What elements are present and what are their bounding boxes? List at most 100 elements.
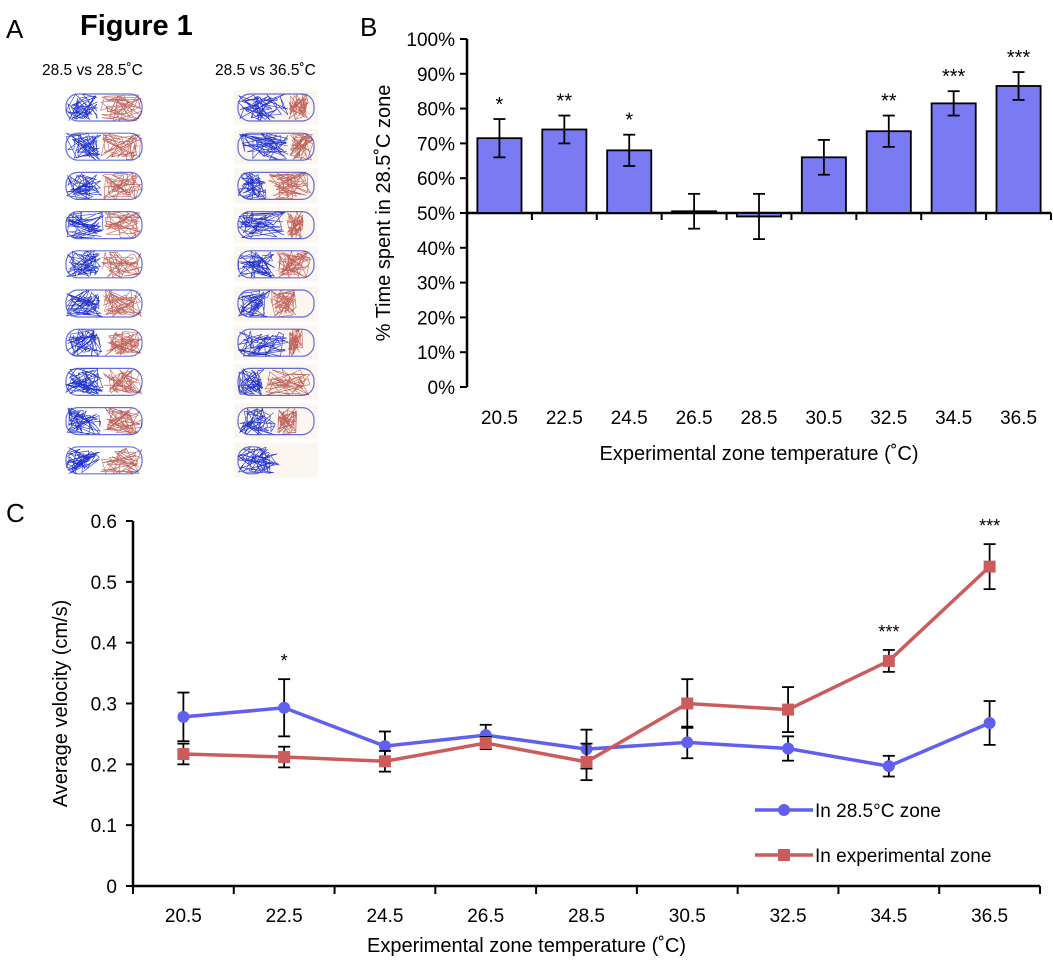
experimental-zone-trace (276, 250, 312, 279)
track-plot (234, 442, 318, 478)
y-tick-label: 40% (417, 239, 455, 260)
x-tick-label: 26.5 (676, 408, 713, 429)
y-tick-label: 100% (406, 30, 455, 51)
x-tick-label: 32.5 (870, 408, 907, 429)
control-zone-trace (65, 93, 99, 122)
track-plot (65, 367, 143, 396)
experimental-zone-trace (289, 133, 314, 161)
panel-a-letter: A (6, 14, 24, 44)
arena-outline (237, 171, 315, 201)
arena-outline (237, 93, 315, 122)
data-point (278, 751, 291, 764)
experimental-zone-trace (104, 211, 142, 239)
panel-a-column-label-experimental: 28.5 vs 36.5˚C (215, 62, 316, 79)
control-zone-trace (66, 407, 102, 435)
data-point (882, 760, 895, 773)
arena-outline (237, 407, 315, 436)
data-point (782, 742, 795, 755)
panel-a-track-plots (65, 90, 318, 478)
data-point (882, 654, 895, 667)
y-tick-label: 0.4 (91, 634, 118, 655)
track-plot (65, 132, 143, 161)
y-axis-title: % Time spent in 28.5˚C zone (373, 85, 395, 342)
y-tick-label: 0.5 (91, 573, 117, 594)
y-tick-label: 90% (417, 65, 455, 86)
bar (930, 102, 977, 214)
experimental-zone-trace (268, 172, 312, 200)
track-plot (65, 250, 143, 279)
experimental-zone-trace (105, 330, 142, 356)
y-tick-label: 20% (417, 308, 455, 329)
y-tick-label: 30% (417, 274, 455, 295)
panel-c-line-chart: 0 0.1 0.2 0.3 0.4 0.5 0.6 20.5 22.5 24.5 26.5 28.5 3… (50, 512, 1041, 957)
track-plot (65, 93, 143, 122)
control-zone-trace (65, 133, 102, 161)
x-tick-label: 20.5 (165, 906, 202, 927)
x-tick-label: 32.5 (770, 906, 807, 927)
control-zone-trace (66, 328, 103, 357)
y-tick-label: 80% (417, 100, 455, 121)
x-tick-label: 28.5 (568, 906, 605, 927)
significance-marker: *** (1007, 47, 1031, 69)
track-plot (65, 446, 143, 475)
arena-outline (65, 171, 143, 201)
experimental-zone-trace (100, 94, 143, 122)
x-tick-label: 30.5 (805, 408, 842, 429)
control-zone-trace (65, 172, 103, 200)
track-plot (65, 171, 143, 201)
track-plot (65, 210, 143, 240)
x-tick-label: 36.5 (971, 906, 1008, 927)
y-tick-label: 70% (417, 134, 455, 155)
control-zone-trace (237, 211, 286, 239)
arena-outline (65, 328, 143, 357)
y-tick-label: 10% (417, 343, 455, 364)
significance-marker: * (496, 94, 504, 116)
x-axis-title: Experimental zone temperature (˚C) (367, 935, 686, 957)
x-tick-label: 28.5 (741, 408, 778, 429)
arena-outline (65, 93, 143, 122)
experimental-zone-trace (100, 133, 143, 161)
y-tick-label: 50% (417, 204, 455, 225)
control-zone-trace (66, 447, 101, 475)
control-zone-trace (66, 211, 104, 239)
x-tick-label: 30.5 (669, 906, 706, 927)
x-tick-label: 26.5 (467, 906, 504, 927)
data-point (479, 737, 492, 750)
significance-marker: * (281, 651, 288, 671)
x-tick-label: 34.5 (870, 906, 907, 927)
experimental-zone-trace (277, 407, 298, 436)
track-plot (234, 129, 318, 165)
control-zone-trace (66, 250, 102, 277)
x-tick-label: 20.5 (481, 408, 518, 429)
control-zone-trace (237, 367, 265, 396)
y-axis-title: Average velocity (cm/s) (50, 600, 72, 807)
arena-outline (65, 407, 143, 436)
panel-b-bar-chart: 0%10%20%30%40%50%60%70%80%90%100%*20.5**… (373, 30, 1052, 465)
experimental-zone-trace (100, 447, 143, 474)
arena-outline (237, 132, 315, 161)
legend-marker-experimental (778, 849, 790, 861)
arena-outline (237, 446, 267, 475)
experimental-zone-trace (102, 368, 143, 394)
experimental-zone-trace (288, 92, 310, 121)
track-plot (234, 246, 318, 282)
data-point (782, 703, 795, 716)
track-plot (65, 407, 143, 436)
significance-marker: ** (557, 91, 573, 113)
data-point (580, 755, 593, 768)
panel-a-column-label-control: 28.5 vs 28.5˚C (42, 62, 143, 79)
track-plot (234, 90, 318, 125)
experimental-zone-trace (101, 251, 142, 278)
experimental-zone-trace (101, 172, 143, 200)
control-zone-trace (239, 407, 276, 435)
figure-title: Figure 1 (80, 10, 193, 42)
arena-outline (237, 328, 315, 357)
track-plot (65, 289, 143, 318)
track-plot (234, 325, 318, 361)
data-point (177, 747, 190, 760)
x-tick-label: 34.5 (935, 408, 972, 429)
y-tick-label: 60% (417, 169, 455, 190)
series-experimental-zone (177, 543, 996, 782)
experimental-zone-trace (286, 210, 305, 239)
experimental-zone-trace (103, 407, 143, 435)
